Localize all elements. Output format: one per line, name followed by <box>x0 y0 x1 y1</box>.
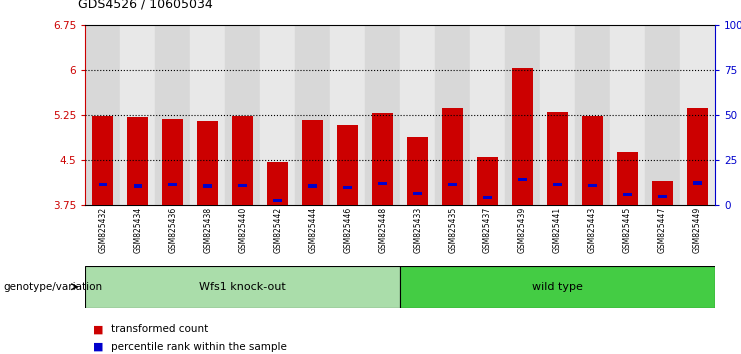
Bar <box>582 116 603 205</box>
Bar <box>658 195 667 198</box>
Bar <box>547 112 568 205</box>
Bar <box>155 25 190 205</box>
Bar <box>435 25 470 205</box>
Bar <box>197 121 218 205</box>
Bar <box>162 119 183 205</box>
Bar <box>85 266 400 308</box>
Bar <box>575 25 610 205</box>
Bar <box>483 196 492 199</box>
Bar <box>400 25 435 205</box>
Bar <box>554 183 562 186</box>
Bar <box>519 178 527 181</box>
Text: Wfs1 knock-out: Wfs1 knock-out <box>199 282 286 292</box>
Bar <box>680 25 715 205</box>
Bar <box>413 192 422 195</box>
Bar <box>190 25 225 205</box>
Bar <box>407 137 428 205</box>
Bar <box>133 184 142 188</box>
Bar <box>168 183 177 186</box>
Bar <box>470 25 505 205</box>
Bar <box>505 25 540 205</box>
Bar <box>645 25 680 205</box>
Bar <box>268 162 288 205</box>
Bar <box>617 152 638 205</box>
Text: ■: ■ <box>93 324 103 334</box>
Text: percentile rank within the sample: percentile rank within the sample <box>111 342 287 352</box>
Text: ■: ■ <box>93 342 103 352</box>
Bar <box>448 183 456 186</box>
Bar <box>365 25 400 205</box>
Bar <box>588 184 597 187</box>
Bar <box>343 185 352 189</box>
Text: GDS4526 / 10605034: GDS4526 / 10605034 <box>78 0 213 11</box>
Bar <box>687 108 708 205</box>
Bar <box>127 117 148 205</box>
Text: transformed count: transformed count <box>111 324 208 334</box>
Bar <box>225 25 260 205</box>
Text: wild type: wild type <box>532 282 583 292</box>
Bar <box>120 25 155 205</box>
Bar <box>400 266 715 308</box>
Bar <box>540 25 575 205</box>
Bar <box>652 181 673 205</box>
Bar <box>379 182 387 185</box>
Bar <box>337 125 358 205</box>
Bar <box>308 184 317 188</box>
Bar <box>204 184 212 188</box>
Bar <box>302 120 323 205</box>
Bar <box>512 68 533 205</box>
Bar <box>85 25 120 205</box>
Bar <box>623 193 632 196</box>
Bar <box>694 181 702 185</box>
Bar <box>372 113 393 205</box>
Bar <box>610 25 645 205</box>
Bar <box>232 116 253 205</box>
Bar <box>92 116 113 205</box>
Bar <box>260 25 295 205</box>
Bar <box>330 25 365 205</box>
Bar <box>273 199 282 202</box>
Text: genotype/variation: genotype/variation <box>4 282 103 292</box>
Bar <box>239 184 247 187</box>
Bar <box>442 108 463 205</box>
Bar <box>99 183 107 186</box>
Bar <box>295 25 330 205</box>
Bar <box>477 157 498 205</box>
